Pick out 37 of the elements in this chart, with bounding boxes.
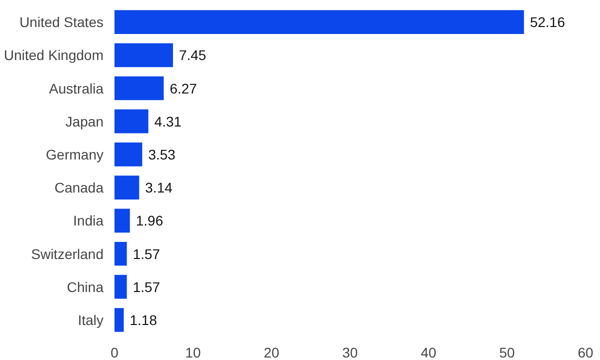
y-tick-label: Canada <box>54 180 104 196</box>
data-label: 52.16 <box>530 14 566 30</box>
y-tick-label: China <box>66 278 104 295</box>
y-tick-label: United Kingdom <box>4 47 104 64</box>
y-tick-label: Italy <box>78 312 104 328</box>
y-tick-label: Germany <box>46 146 104 162</box>
bar <box>114 10 524 34</box>
data-label: 3.14 <box>145 180 173 196</box>
bar <box>114 308 124 332</box>
data-label: 1.57 <box>132 246 160 262</box>
bar <box>114 176 140 200</box>
y-tick-label: Japan <box>65 113 104 130</box>
y-tick-label: Australia <box>49 80 104 96</box>
data-label: 1.18 <box>130 312 158 328</box>
bar <box>114 208 130 233</box>
bar <box>114 109 148 134</box>
bar <box>114 142 142 166</box>
bar <box>114 242 127 266</box>
y-tick-label: United States <box>19 14 104 30</box>
data-label: 7.45 <box>178 47 206 64</box>
x-tick-label: 0 <box>110 344 119 360</box>
x-tick-label: 20 <box>264 344 280 360</box>
data-label: 1.96 <box>136 212 164 229</box>
bar <box>114 76 164 100</box>
data-label: 3.53 <box>148 146 176 162</box>
data-label: 4.31 <box>154 113 182 130</box>
y-tick-label: Switzerland <box>31 246 104 262</box>
data-label: 1.57 <box>132 278 160 295</box>
y-tick-label: India <box>73 212 104 229</box>
x-tick-label: 10 <box>185 344 201 360</box>
x-tick-label: 40 <box>420 344 436 360</box>
data-label: 6.27 <box>170 80 198 96</box>
x-tick-label: 50 <box>499 344 515 360</box>
x-tick-label: 60 <box>578 344 594 360</box>
bar <box>114 43 173 68</box>
bar <box>114 274 127 299</box>
x-tick-label: 30 <box>342 344 358 360</box>
